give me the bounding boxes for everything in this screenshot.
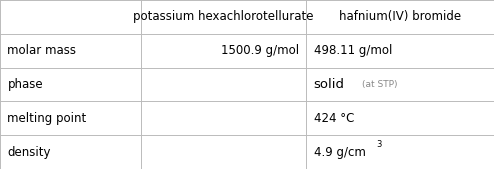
Text: density: density — [7, 146, 51, 159]
Text: molar mass: molar mass — [7, 44, 77, 57]
Text: 498.11 g/mol: 498.11 g/mol — [314, 44, 392, 57]
Text: 4.9 g/cm: 4.9 g/cm — [314, 146, 366, 159]
Text: melting point: melting point — [7, 112, 86, 125]
Text: (at STP): (at STP) — [362, 80, 398, 89]
Text: potassium hexachlorotellurate: potassium hexachlorotellurate — [133, 10, 314, 23]
Text: 3: 3 — [376, 140, 381, 149]
Text: 1500.9 g/mol: 1500.9 g/mol — [221, 44, 299, 57]
Text: 424 °C: 424 °C — [314, 112, 354, 125]
Text: hafnium(IV) bromide: hafnium(IV) bromide — [339, 10, 461, 23]
Text: phase: phase — [7, 78, 43, 91]
Text: solid: solid — [314, 78, 345, 91]
